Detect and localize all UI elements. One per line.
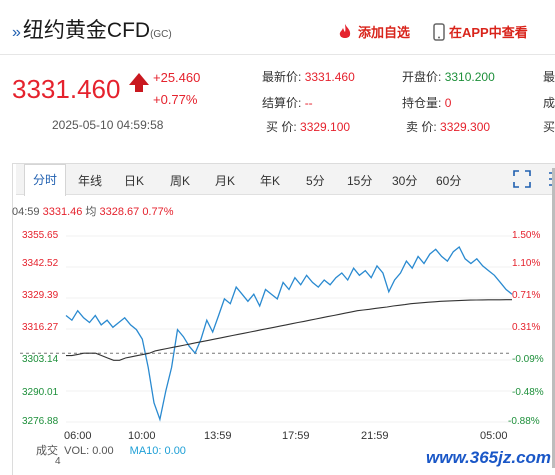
price-change: +25.460 (153, 70, 201, 85)
tab-intraday[interactable]: 分时 (24, 164, 67, 196)
y-left-tick: 3342.52 (22, 258, 59, 269)
stat-bid: 买 价: 3329.100 (266, 120, 351, 134)
last-price: 3331.460 (12, 74, 121, 104)
stat-latest: 最新价: 3331.460 (262, 70, 355, 84)
y-right-tick: 0.31% (512, 322, 541, 333)
tab-weekly-k[interactable]: 周K (170, 174, 191, 188)
y-left-tick: 3276.88 (22, 416, 59, 427)
period-tabs: 分时 年线 日K 周K 月K 年K 5分 15分 30分 60分 (16, 164, 555, 196)
crosshair-info: 04:59 3331.46 均 3328.67 0.77% (12, 206, 174, 218)
stat-cut-3: 买 (543, 120, 555, 134)
fullscreen-icon[interactable] (513, 170, 531, 193)
x-tick: 05:00 (480, 430, 508, 442)
watermark: www.365jz.com (426, 448, 552, 467)
view-in-app-button[interactable]: 在APP中查看 (433, 22, 528, 44)
quote-timestamp: 2025-05-10 04:59:58 (52, 118, 164, 132)
double-chevron-icon: » (12, 24, 21, 41)
scrollbar[interactable] (552, 168, 555, 468)
average-price-line (66, 299, 512, 361)
x-tick: 17:59 (282, 430, 310, 442)
y-left-tick: 3303.14 (22, 354, 59, 365)
tab-yearly-k[interactable]: 年K (260, 174, 281, 188)
tab-year-line[interactable]: 年线 (78, 174, 103, 188)
y-right-tick: 1.10% (512, 258, 541, 269)
up-arrow-icon (129, 73, 149, 92)
instrument-code: (GC) (150, 29, 172, 40)
flame-icon (336, 23, 354, 44)
y-left-tick: 3355.65 (22, 230, 59, 241)
stat-cut-1: 最 (543, 70, 555, 84)
add-watchlist-button[interactable]: 添加自选 (336, 22, 410, 44)
instrument-title: »纽约黄金CFD(GC) (12, 19, 172, 42)
x-tick: 06:00 (64, 430, 92, 442)
tab-15min[interactable]: 15分 (347, 174, 373, 188)
y-left-tick: 3290.01 (22, 387, 59, 398)
header: »纽约黄金CFD(GC) 添加自选 在APP中查看 (0, 0, 555, 55)
tab-30min[interactable]: 30分 (392, 174, 418, 188)
phone-icon (433, 23, 445, 44)
stat-open-interest: 持仓量: 0 (402, 96, 452, 110)
tab-60min[interactable]: 60分 (436, 174, 462, 188)
stat-open: 开盘价: 3310.200 (402, 70, 495, 84)
volume-count: 4 (55, 456, 61, 467)
y-right-tick: -0.09% (512, 354, 544, 365)
tab-monthly-k[interactable]: 月K (215, 174, 236, 188)
y-right-tick: -0.48% (512, 387, 544, 398)
price-line (65, 245, 513, 422)
y-right-tick: -0.88% (508, 416, 540, 427)
tab-daily-k[interactable]: 日K (124, 174, 145, 188)
x-tick: 10:00 (128, 430, 156, 442)
x-tick: 13:59 (204, 430, 232, 442)
y-right-tick: 1.50% (512, 230, 541, 241)
stat-ask: 卖 价: 3329.300 (406, 120, 491, 134)
volume-legend: 成交 VOL: 0.00 MA10: 0.00 (36, 445, 186, 457)
stat-settle: 结算价: -- (262, 96, 313, 110)
chart-panel (12, 163, 555, 475)
x-tick: 21:59 (361, 430, 389, 442)
tab-5min[interactable]: 5分 (306, 174, 325, 188)
stat-cut-2: 成 (543, 96, 555, 110)
y-left-tick: 3316.27 (22, 322, 59, 333)
y-left-tick: 3329.39 (22, 290, 59, 301)
price-change-pct: +0.77% (153, 92, 198, 107)
y-right-tick: 0.71% (512, 290, 541, 301)
